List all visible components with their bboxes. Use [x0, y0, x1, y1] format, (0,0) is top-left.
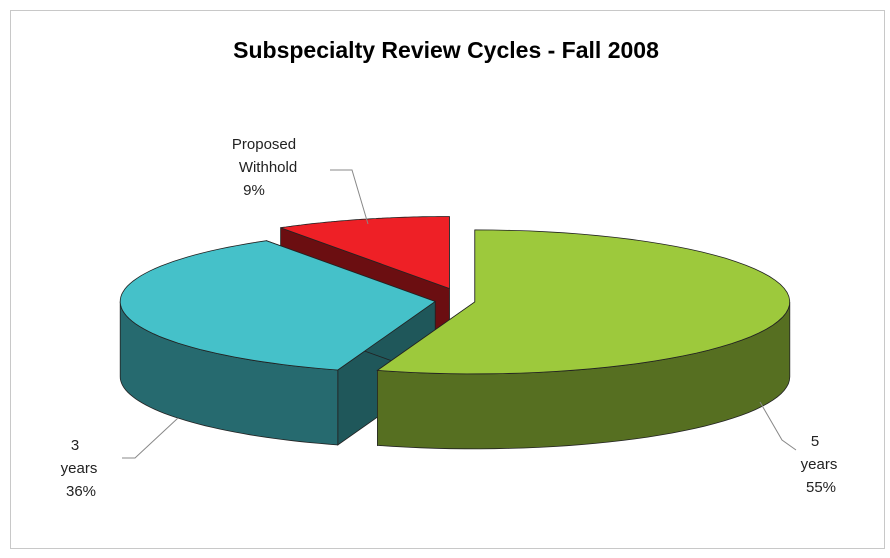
- slice-value-label: 36%: [66, 483, 96, 500]
- slice: [376, 229, 791, 375]
- slice: [280, 216, 450, 290]
- leader-line: [330, 169, 369, 225]
- slice: [119, 240, 437, 371]
- slice-label: Proposed Withhold: [232, 136, 297, 176]
- chart-title: Subspecialty Review Cycles - Fall 2008: [233, 37, 659, 63]
- slice-label: 3 years: [61, 437, 98, 477]
- slice-label: 5 years: [801, 433, 838, 473]
- pie: [119, 216, 791, 450]
- leader-line: [122, 417, 179, 459]
- slice-value-label: 9%: [243, 182, 265, 199]
- leader-line: [759, 401, 797, 451]
- slice-value-label: 55%: [806, 479, 836, 496]
